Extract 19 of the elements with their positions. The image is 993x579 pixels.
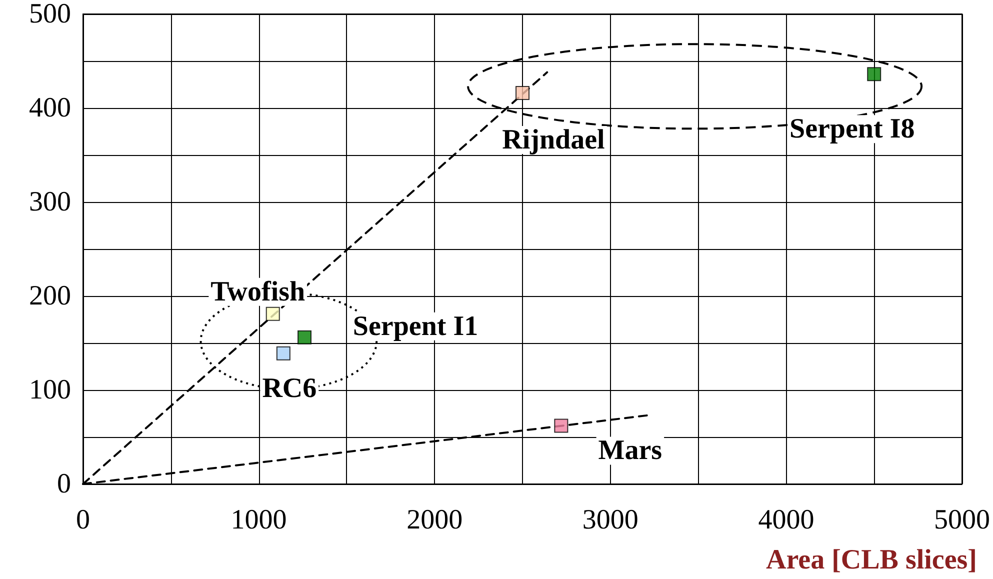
x-axis-title: Area [CLB slices]: [766, 544, 977, 576]
y-tick-label: 100: [29, 374, 71, 406]
x-tick-label: 0: [76, 504, 90, 536]
y-tick-label: 500: [29, 0, 71, 30]
y-tick-label: 300: [29, 186, 71, 218]
x-tick-label: 2000: [406, 504, 463, 536]
x-tick-label: 5000: [934, 504, 990, 536]
x-tick-label: 1000: [230, 504, 287, 536]
y-tick-label: 0: [57, 468, 71, 500]
series-label: Serpent I8: [789, 114, 915, 145]
x-tick-label: 4000: [758, 504, 814, 536]
y-tick-label: 200: [29, 280, 71, 312]
series-label: Serpent I1: [352, 310, 478, 342]
series-label: Twofish: [210, 276, 306, 308]
series-label: RC6: [262, 372, 317, 404]
x-tick-label: 3000: [582, 504, 638, 536]
series-label: Mars: [598, 435, 662, 466]
series-label: Rijndael: [502, 124, 606, 156]
y-tick-label: 400: [29, 92, 71, 124]
